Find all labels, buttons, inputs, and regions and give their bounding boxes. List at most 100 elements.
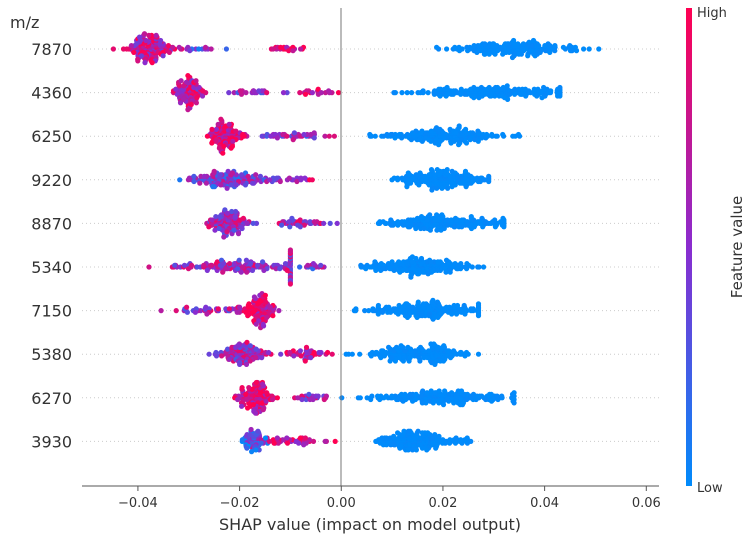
shap-point — [450, 91, 456, 97]
shap-point — [210, 184, 216, 190]
shap-point — [490, 219, 496, 225]
colorbar-title: Feature value — [728, 196, 744, 298]
shap-point — [459, 217, 465, 223]
shap-point — [510, 37, 517, 44]
shap-point — [233, 208, 239, 215]
shap-point — [246, 301, 252, 307]
shap-point — [219, 353, 225, 359]
shap-point — [464, 396, 470, 403]
shap-point — [249, 180, 256, 186]
shap-point — [259, 355, 265, 361]
shap-point — [530, 37, 537, 44]
shap-point — [419, 400, 425, 406]
shap-point — [402, 391, 408, 397]
shap-point — [404, 90, 410, 96]
shap-point — [264, 90, 270, 96]
x-tick-label: 0.00 — [327, 496, 356, 511]
shap-point — [447, 126, 453, 132]
shap-point — [423, 130, 429, 136]
shap-point — [245, 173, 251, 179]
shap-point — [407, 391, 413, 397]
shap-point — [417, 170, 423, 176]
shap-point — [307, 396, 313, 403]
shap-point — [227, 261, 233, 267]
shap-point — [449, 168, 455, 174]
shap-point — [596, 46, 602, 52]
shap-point — [449, 184, 455, 190]
shap-point — [436, 400, 442, 406]
shap-point — [185, 73, 191, 79]
shap-point — [453, 391, 459, 397]
shap-point — [407, 355, 413, 361]
shap-point — [422, 178, 428, 185]
shap-point — [194, 95, 200, 101]
shap-point — [417, 442, 423, 448]
shap-point — [228, 182, 234, 188]
shap-point — [226, 306, 232, 312]
shap-point — [468, 393, 474, 399]
shap-point — [326, 88, 332, 94]
shap-point — [456, 48, 463, 54]
shap-point — [412, 267, 418, 273]
shap-point — [412, 348, 418, 354]
shap-point — [445, 222, 451, 228]
shap-point — [284, 440, 291, 446]
shap-point — [404, 184, 410, 190]
shap-point — [449, 311, 455, 317]
shap-point — [248, 426, 254, 433]
shap-point — [263, 398, 269, 404]
shap-point — [465, 48, 471, 54]
shap-point — [274, 395, 280, 401]
shap-point — [267, 304, 273, 310]
shap-point — [490, 41, 496, 47]
shap-point — [277, 178, 283, 185]
shap-point — [455, 266, 461, 272]
shap-point — [325, 349, 331, 356]
shap-point — [408, 274, 414, 280]
shap-point — [366, 308, 372, 314]
shap-point — [244, 396, 250, 403]
shap-point — [146, 264, 152, 270]
shap-point — [206, 351, 212, 357]
shap-point — [417, 137, 423, 143]
shap-point — [494, 43, 500, 49]
shap-point — [375, 302, 381, 309]
shap-point — [274, 435, 280, 441]
shap-point — [504, 41, 510, 47]
shap-point — [436, 86, 442, 92]
shap-point — [413, 128, 419, 134]
shap-point — [428, 138, 434, 144]
x-tick-label: −0.04 — [118, 496, 158, 511]
feature-label: 5380 — [31, 345, 72, 364]
shap-point — [475, 219, 481, 225]
shap-point — [470, 130, 476, 136]
shap-point — [418, 393, 424, 399]
shap-point — [386, 304, 392, 310]
shap-point — [398, 343, 404, 349]
shap-point — [475, 128, 481, 134]
shap-point — [270, 313, 276, 319]
shap-point — [226, 121, 232, 127]
shap-point — [213, 214, 219, 220]
shap-point — [209, 217, 215, 223]
shap-point — [457, 349, 464, 356]
shap-point — [335, 90, 342, 96]
shap-point — [141, 31, 148, 37]
shap-point — [297, 90, 303, 96]
shap-point — [472, 137, 478, 143]
shap-point — [357, 351, 363, 357]
shap-point — [186, 175, 192, 181]
shap-point — [539, 95, 545, 101]
shap-point — [277, 266, 283, 272]
shap-point — [453, 435, 459, 441]
shap-point — [474, 49, 480, 56]
shap-point — [388, 217, 394, 223]
shap-point — [457, 402, 463, 408]
shap-point — [321, 220, 327, 226]
shap-point — [555, 93, 561, 99]
shap-point — [318, 349, 324, 356]
shap-point — [218, 116, 224, 122]
shap-point — [208, 46, 214, 52]
shap-point — [287, 281, 293, 287]
shap-point — [309, 177, 315, 183]
